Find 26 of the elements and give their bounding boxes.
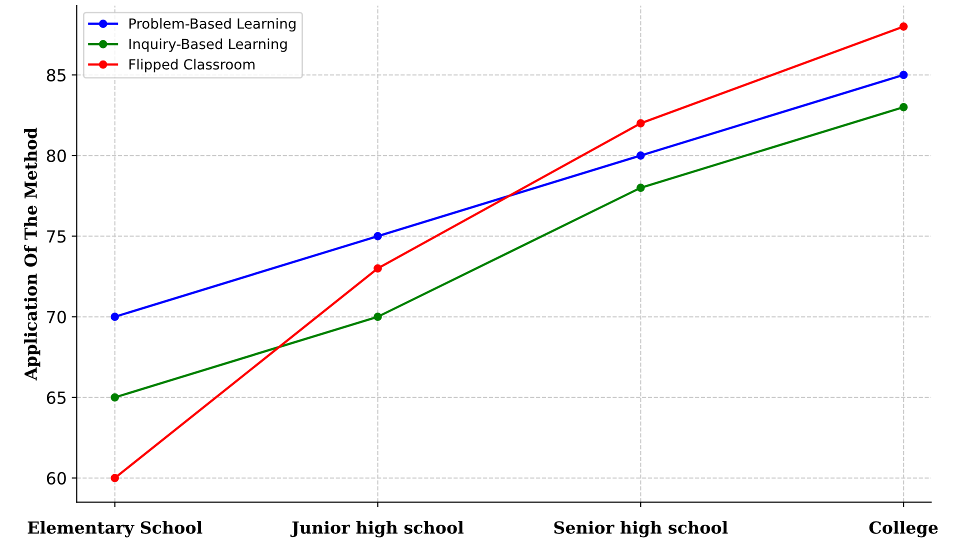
point: [110, 393, 119, 402]
y-tick-label: 80: [46, 149, 66, 162]
y-tick-label: 75: [47, 230, 66, 243]
x-tick-label: Junior high school: [290, 520, 464, 538]
y-tick-label: 85: [46, 68, 66, 82]
point: [374, 264, 382, 273]
legend-label: Flipped Classroom: [129, 58, 254, 72]
x-tick-label: Elementary School: [28, 520, 202, 538]
point: [636, 151, 645, 160]
y-axis-title: Application Of The Method: [24, 128, 40, 381]
point: [899, 102, 908, 112]
point: [110, 312, 119, 321]
x-tick-label: College: [869, 520, 938, 538]
legend-label: Problem-Based Learning: [129, 18, 296, 32]
legend-label: Inquiry-Based Learning: [129, 38, 287, 52]
point: [374, 232, 382, 240]
y-tick-label: 65: [46, 391, 66, 404]
point: [110, 474, 119, 482]
point: [374, 312, 382, 321]
point: [636, 184, 645, 192]
point: [899, 70, 908, 80]
point: [899, 22, 908, 31]
y-tick-label: 70: [47, 310, 66, 324]
y-tick-label: 60: [46, 472, 66, 485]
x-tick-label: Senior high school: [554, 520, 728, 538]
point: [636, 119, 645, 128]
